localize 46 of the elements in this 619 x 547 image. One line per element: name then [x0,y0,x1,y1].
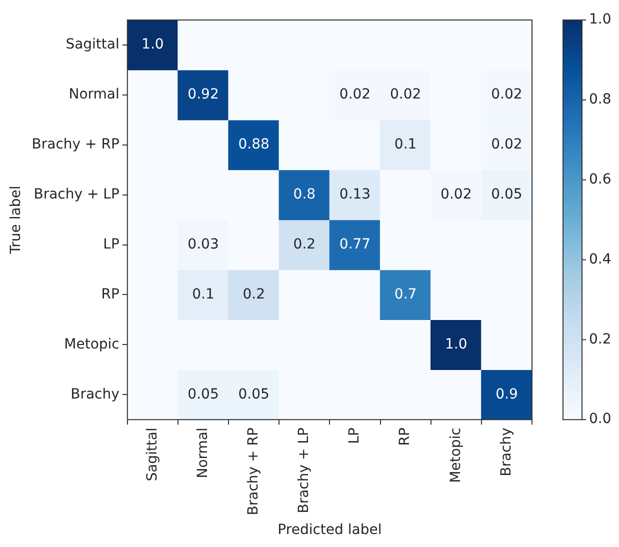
data-label: 0.92 [188,86,219,103]
color-bar-label: 0.8 [589,92,612,108]
data-label: 0.05 [188,386,219,402]
color-bar-label: 0.4 [589,251,612,268]
x-tick-label: LP [346,428,363,444]
color-bar-label: 0.2 [589,331,612,348]
data-label: 0.1 [394,136,417,153]
data-label: 1.0 [445,336,468,352]
y-tick-label: Brachy [70,386,120,402]
color-bar-label: 0.6 [589,171,612,188]
data-label: 0.88 [238,136,270,153]
data-label: 0.2 [293,236,316,252]
data-label: 0.2 [242,286,265,302]
x-tick-label: Normal [194,428,211,478]
data-label: 0.05 [491,186,522,202]
data-label: 0.7 [394,286,417,302]
color-bar-label: 0.0 [589,411,612,428]
data-label: 1.0 [142,36,164,53]
y-tick-label: Sagittal [66,36,120,53]
data-label: 0.03 [188,236,219,252]
y-axis-title: True label [8,186,24,255]
data-label: 0.8 [293,186,316,202]
x-axis-title: Predicted label [278,522,382,538]
data-label: 0.05 [238,386,270,402]
data-label: 0.77 [339,236,371,252]
data-label: 0.02 [491,136,522,153]
color-bar-label: 1.0 [589,12,612,28]
y-tick-label: Brachy + RP [32,136,120,153]
y-tick-label: Metopic [64,336,120,352]
x-tick-label: Metopic [448,428,464,483]
y-tick-label: Brachy + LP [34,186,120,202]
x-tick-label: Brachy [498,428,514,476]
y-tick-label: LP [103,236,120,252]
data-label: 0.02 [390,86,422,103]
x-tick-label: RP [397,428,414,446]
data-label: 0.02 [440,186,472,202]
x-tick-label: Brachy + LP [296,428,312,514]
y-tick-label: Normal [68,86,120,103]
x-tick-label: Brachy + RP [245,428,262,516]
data-label: 0.1 [192,286,214,302]
data-label: 0.13 [339,186,371,202]
data-label: 0.02 [339,86,371,103]
data-label: 0.02 [491,86,522,103]
y-tick-label: RP [101,286,120,302]
x-tick-label: Sagittal [144,428,160,482]
data-label: 0.9 [496,386,518,402]
